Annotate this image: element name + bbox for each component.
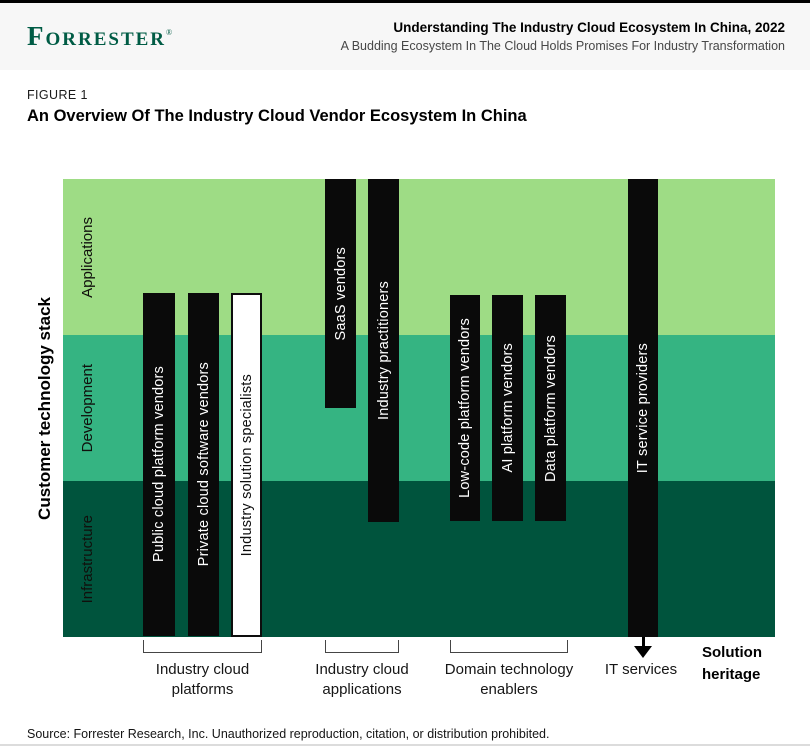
- group-label-line: Industry cloud: [315, 661, 409, 678]
- bar-label-text: SaaS vendors: [332, 246, 349, 341]
- solution-heritage-line2: heritage: [702, 666, 761, 683]
- group-label-line: Domain technology: [444, 661, 574, 678]
- group-label-it-services: IT services: [604, 661, 678, 678]
- customer-technology-stack-axis-label: Customer technology stack: [27, 179, 63, 637]
- it-services-arrow-stem: [641, 637, 645, 646]
- group-label-domain-technology-enablers: Domain technology enablers: [419, 660, 599, 700]
- bar-it-service-providers: IT service providers: [628, 179, 658, 637]
- solution-heritage-line1: Solution: [702, 644, 762, 661]
- source-note: Source: Forrester Research, Inc. Unautho…: [27, 727, 550, 741]
- bracket-industry-cloud-applications: [325, 640, 399, 653]
- bar-label-text: Low-code platform vendors: [457, 318, 473, 498]
- bar-saas-vendors: SaaS vendors: [325, 179, 356, 408]
- bar-ai-platform-vendors: AI platform vendors: [492, 295, 523, 521]
- header-titles: Understanding The Industry Cloud Ecosyst…: [341, 20, 785, 53]
- band-label-infrastructure: Infrastructure: [69, 481, 105, 637]
- bar-data-platform-vendors: Data platform vendors: [535, 295, 566, 521]
- forrester-logo: Forrester®: [27, 21, 172, 52]
- bar-low-code-platform-vendors: Low-code platform vendors: [450, 295, 480, 521]
- forrester-logo-text: Forrester: [27, 21, 167, 51]
- group-label-industry-cloud-applications: Industry cloud applications: [272, 660, 452, 700]
- group-label-line: platforms: [171, 681, 234, 698]
- band-label-development: Development: [69, 335, 105, 481]
- axis-label-text: Customer technology stack: [35, 296, 54, 520]
- figure-title: An Overview Of The Industry Cloud Vendor…: [27, 107, 527, 125]
- bar-label-text: Industry practitioners: [375, 281, 392, 420]
- bar-label-text: AI platform vendors: [499, 343, 516, 473]
- group-label-line: applications: [322, 681, 402, 698]
- bar-label-text: Public cloud platform vendors: [151, 366, 167, 563]
- figure-label: FIGURE 1: [27, 88, 88, 102]
- report-header: Forrester® Understanding The Industry Cl…: [0, 3, 810, 70]
- band-label-text: Applications: [78, 216, 96, 298]
- bar-label-text: IT service providers: [635, 342, 651, 474]
- top-border: [0, 0, 810, 3]
- bracket-domain-technology-enablers: [450, 640, 568, 653]
- bar-label-text: Data platform vendors: [542, 334, 559, 482]
- down-arrow-icon: [634, 646, 652, 658]
- bar-public-cloud-platform-vendors: Public cloud platform vendors: [143, 293, 175, 636]
- report-title: Understanding The Industry Cloud Ecosyst…: [393, 20, 785, 35]
- bar-industry-solution-specialists: Industry solution specialists: [231, 293, 262, 637]
- group-label-line: enablers: [480, 681, 538, 698]
- band-label-text: Development: [78, 363, 96, 453]
- group-label-industry-cloud-platforms: Industry cloud platforms: [113, 660, 293, 700]
- registered-trademark-icon: ®: [166, 28, 173, 37]
- bar-label-text: Industry solution specialists: [238, 373, 255, 557]
- bar-private-cloud-software-vendors: Private cloud software vendors: [188, 293, 219, 636]
- bracket-industry-cloud-platforms: [143, 640, 262, 653]
- band-label-text: Infrastructure: [78, 514, 96, 604]
- bar-industry-practitioners: Industry practitioners: [368, 179, 399, 522]
- solution-heritage-label: Solution heritage: [702, 642, 762, 686]
- bar-label-text: Private cloud software vendors: [195, 362, 212, 567]
- report-subtitle: A Budding Ecosystem In The Cloud Holds P…: [340, 39, 785, 53]
- group-label-line: Industry cloud: [155, 661, 250, 678]
- bottom-border: [0, 744, 810, 746]
- band-label-applications: Applications: [69, 179, 105, 335]
